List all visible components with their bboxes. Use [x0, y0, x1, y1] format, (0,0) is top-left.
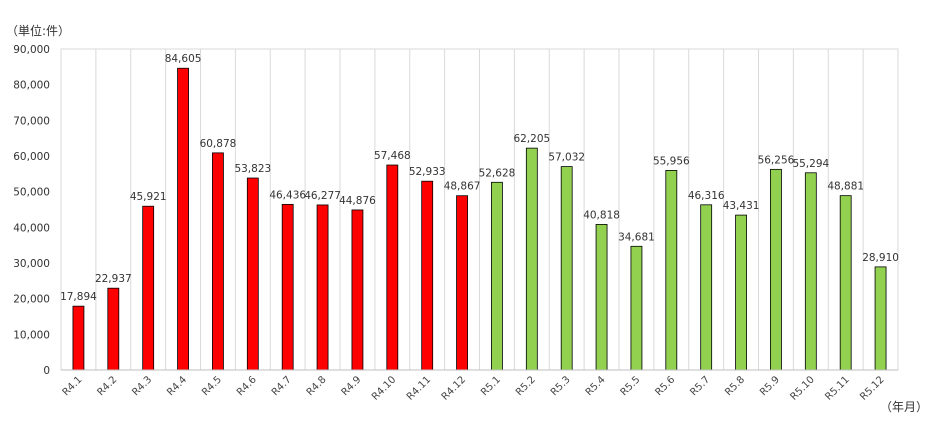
x-tick-label: R4.10	[370, 374, 398, 402]
y-tick-label: 60,000	[13, 151, 50, 163]
bar	[665, 170, 678, 371]
bar	[525, 147, 538, 371]
data-label: 57,468	[374, 150, 411, 162]
y-tick-label: 10,000	[13, 329, 50, 341]
bar	[421, 180, 434, 371]
data-label: 53,823	[234, 163, 271, 175]
bar	[72, 305, 85, 371]
bar	[142, 205, 155, 371]
bar	[804, 172, 817, 371]
y-tick-label: 40,000	[13, 222, 50, 234]
x-tick-label: R5.11	[823, 374, 851, 402]
data-label: 52,628	[479, 167, 516, 179]
x-tick-label: R4.9	[340, 374, 364, 398]
bar	[770, 168, 782, 371]
bar	[177, 67, 189, 371]
data-label: 57,032	[548, 152, 585, 164]
y-tick-label: 30,000	[13, 258, 50, 270]
x-tick-label: R5.10	[788, 374, 816, 402]
bar	[456, 195, 468, 371]
data-label: 60,878	[200, 138, 237, 150]
x-tick-label: R4.8	[305, 374, 329, 398]
data-label: 17,894	[60, 291, 97, 303]
bar	[735, 214, 747, 371]
data-label: 40,818	[583, 209, 620, 221]
x-tick-label: R5.6	[653, 374, 677, 398]
x-tick-label: R5.1	[479, 374, 503, 398]
bar	[107, 287, 120, 371]
x-tick-label: R4.2	[95, 374, 119, 398]
data-label: 43,431	[723, 200, 760, 212]
bar	[351, 209, 364, 371]
x-tick-label: R5.7	[688, 374, 712, 398]
data-label: 45,921	[130, 191, 167, 203]
data-label: 28,910	[862, 252, 899, 264]
data-label: 44,876	[339, 195, 376, 207]
x-tick-label: R5.4	[584, 374, 608, 398]
x-tick-label: R4.1	[61, 374, 85, 398]
y-tick-label: 0	[43, 365, 50, 377]
x-tick-label: R5.2	[514, 374, 538, 398]
bar	[595, 224, 608, 371]
data-label: 48,881	[827, 181, 864, 193]
x-tick-label: R5.5	[619, 374, 643, 398]
bar	[491, 181, 503, 371]
data-label: 46,436	[269, 189, 306, 201]
data-label: 46,316	[688, 190, 725, 202]
x-tick-label: R4.6	[235, 374, 259, 398]
data-label: 62,205	[513, 133, 550, 145]
bar	[246, 177, 259, 371]
bar	[316, 204, 329, 371]
y-tick-label: 80,000	[13, 80, 50, 92]
x-tick-label: R4.3	[130, 374, 154, 398]
x-tick-label: R4.12	[440, 374, 468, 402]
bar	[281, 203, 294, 371]
bar	[839, 195, 852, 371]
x-tick-label: R4.4	[165, 374, 189, 398]
bar	[212, 152, 224, 371]
data-label: 46,277	[304, 190, 341, 202]
data-label: 55,956	[653, 155, 690, 167]
y-unit-label: （単位:件）	[6, 24, 71, 38]
bar	[630, 245, 643, 371]
x-tick-label: R4.5	[200, 374, 224, 398]
data-label: 56,256	[758, 154, 795, 166]
y-tick-label: 90,000	[13, 44, 50, 56]
data-label: 34,681	[618, 231, 655, 243]
bar	[386, 164, 399, 371]
y-tick-label: 50,000	[13, 187, 50, 199]
x-tick-label: R5.3	[549, 374, 573, 398]
x-tick-label: R4.11	[405, 374, 433, 402]
data-label: 22,937	[95, 273, 132, 285]
data-label: 84,605	[165, 53, 202, 65]
y-tick-label: 20,000	[13, 294, 50, 306]
x-unit-label: （年月）	[880, 400, 929, 414]
y-tick-label: 70,000	[13, 115, 50, 127]
data-label: 52,933	[409, 166, 446, 178]
x-tick-label: R5.8	[723, 374, 747, 398]
data-label: 48,867	[444, 181, 481, 193]
data-label: 55,294	[792, 158, 829, 170]
bar	[560, 166, 573, 371]
bar	[700, 204, 713, 371]
bar	[874, 266, 887, 371]
x-tick-label: R4.7	[270, 374, 294, 398]
x-tick-label: R5.9	[758, 374, 782, 398]
